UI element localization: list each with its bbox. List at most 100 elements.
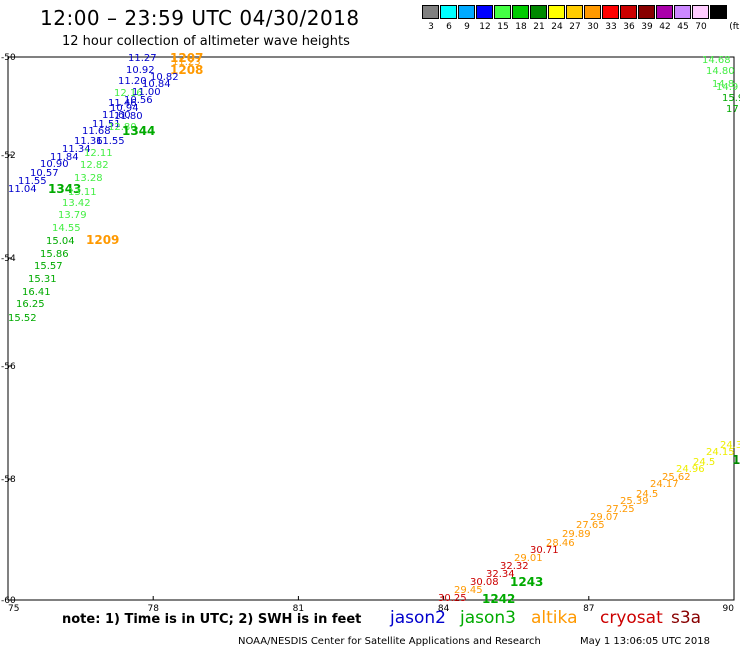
swh-value-label: 11.27 — [128, 53, 157, 64]
legend-swatch — [674, 5, 691, 19]
satellite-jason2: jason2 — [390, 608, 446, 628]
swh-value-label: 14.80 — [706, 66, 735, 77]
legend-label: 30 — [587, 22, 599, 32]
legend-swatch — [692, 5, 709, 19]
legend-swatch — [530, 5, 547, 19]
swh-value-label: 12.11 — [84, 148, 113, 159]
legend-label: 39 — [641, 22, 653, 32]
swh-value-label: 16.41 — [22, 287, 51, 298]
legend-swatch — [440, 5, 457, 19]
legend-swatch — [584, 5, 601, 19]
legend-swatch — [620, 5, 637, 19]
pass-time-label: 1207 — [170, 51, 203, 65]
swh-value-label: 30.71 — [530, 545, 559, 556]
page-subtitle: 12 hour collection of altimeter wave hei… — [62, 34, 350, 49]
legend-swatch — [458, 5, 475, 19]
swh-value-label: 11.80 — [114, 111, 143, 122]
swh-value-label: 29.07 — [590, 512, 619, 523]
swh-value-label: 11.55 — [18, 176, 47, 187]
swh-value-label: 27.25 — [606, 504, 635, 515]
swh-value-label: 12.82 — [80, 160, 109, 171]
pass-time-label: 1343 — [48, 182, 81, 196]
legend-swatch — [710, 5, 727, 19]
swh-value-label: 10.94 — [110, 103, 139, 114]
swh-value-label: 14.68 — [702, 55, 731, 66]
lat-tick-label: -50 — [1, 53, 16, 63]
longitude-ticks: 75 78 81 84 87 90 — [7, 596, 735, 614]
satellite-cryosat: cryosat — [600, 608, 663, 628]
swh-value-label: 24.5 — [693, 457, 715, 468]
pass-time-label: 1242 — [482, 592, 515, 606]
lon-tick-label: 90 — [723, 604, 735, 614]
swh-value-label: 13.11 — [68, 187, 97, 198]
swh-value-label: 11.68 — [82, 126, 111, 137]
swh-value-label: 32.34 — [486, 569, 515, 580]
swh-value-label: 13.42 — [62, 198, 91, 209]
swh-value-label: 15.57 — [34, 261, 63, 272]
swh-value-label: 11.51 — [92, 119, 121, 130]
latitude-ticks: -50 -52 -54 -56 -58 -60 — [1, 53, 16, 606]
swh-value-label: 13.79 — [58, 210, 87, 221]
swh-value-label: 27.65 — [576, 520, 605, 531]
legend-label: 36 — [623, 22, 635, 32]
swh-value-label: 25.62 — [662, 472, 691, 483]
pass-time-label: 1 — [732, 453, 740, 467]
generated-timestamp: May 1 13:06:05 UTC 2018 — [580, 636, 710, 647]
swh-value-label: 29.01 — [514, 553, 543, 564]
swh-value-label: 10.57 — [30, 168, 59, 179]
legend-label: 24 — [551, 22, 563, 32]
legend-label: 21 — [533, 22, 545, 32]
swh-value-label: 11.34 — [62, 144, 91, 155]
swh-value-label: 11.46 — [108, 98, 137, 109]
swh-value-label: 11.36 — [74, 136, 103, 147]
swh-value-label: 10.82 — [150, 72, 179, 83]
swh-value-label: 10.92 — [126, 65, 155, 76]
lat-tick-label: -60 — [1, 596, 16, 606]
lon-tick-label: 87 — [583, 604, 594, 614]
lat-tick-label: -56 — [1, 362, 16, 372]
lat-tick-label: -58 — [1, 475, 16, 485]
swh-value-label: 32.32 — [500, 561, 529, 572]
credit-line: NOAA/NESDIS Center for Satellite Applica… — [238, 636, 541, 647]
swh-value-label: 24.17 — [650, 479, 679, 490]
legend-swatch — [422, 5, 439, 19]
swh-value-label: 24.15 — [706, 447, 735, 458]
lon-tick-label: 81 — [293, 604, 304, 614]
swh-value-label: 28.46 — [546, 538, 575, 549]
swh-value-label: 10.90 — [40, 159, 69, 170]
legend-label: 42 — [659, 22, 671, 32]
lon-tick-label: 84 — [438, 604, 450, 614]
pass-time-label: 1344 — [122, 124, 155, 138]
wave-height-labels: 11.27 120711.23120810.9210.8211.2010.8412… — [8, 51, 740, 606]
swh-value-label: 12.80 — [108, 122, 137, 133]
swh-value-label: 30.25 — [438, 593, 467, 604]
swh-value-label: 10.56 — [124, 95, 153, 106]
legend-label: 45 — [677, 22, 689, 32]
swh-value-label: 15.86 — [40, 249, 69, 260]
swh-value-label: 30.08 — [470, 577, 499, 588]
swh-value-label: 11.84 — [50, 152, 79, 163]
satellite-altika: altika — [531, 608, 578, 628]
lon-tick-label: 78 — [147, 604, 159, 614]
swh-value-label: 24.3 — [720, 440, 740, 451]
swh-value-label: 11.20 — [118, 76, 147, 87]
legend-label: 18 — [515, 22, 527, 32]
swh-value-label: 16.25 — [16, 299, 45, 310]
lon-tick-label: 75 — [8, 604, 19, 614]
legend-swatch — [602, 5, 619, 19]
swh-value-label: 11.55 — [96, 136, 125, 147]
swh-value-label: 15.31 — [28, 274, 57, 285]
satellite-s3a: s3a — [671, 608, 702, 628]
legend-label: 6 — [446, 22, 452, 32]
swh-value-label: 15.04 — [46, 236, 75, 247]
legend-label: 27 — [569, 22, 581, 32]
swh-value-label: 25.39 — [620, 496, 649, 507]
pass-time-label: 1243 — [510, 575, 543, 589]
swh-value-label: 14.55 — [52, 223, 81, 234]
satellite-jason3: jason3 — [460, 608, 516, 628]
swh-value-label: 24.96 — [676, 464, 705, 475]
map-frame — [7, 56, 735, 601]
page-title: 12:00 – 23:59 UTC 04/30/2018 — [40, 6, 360, 30]
